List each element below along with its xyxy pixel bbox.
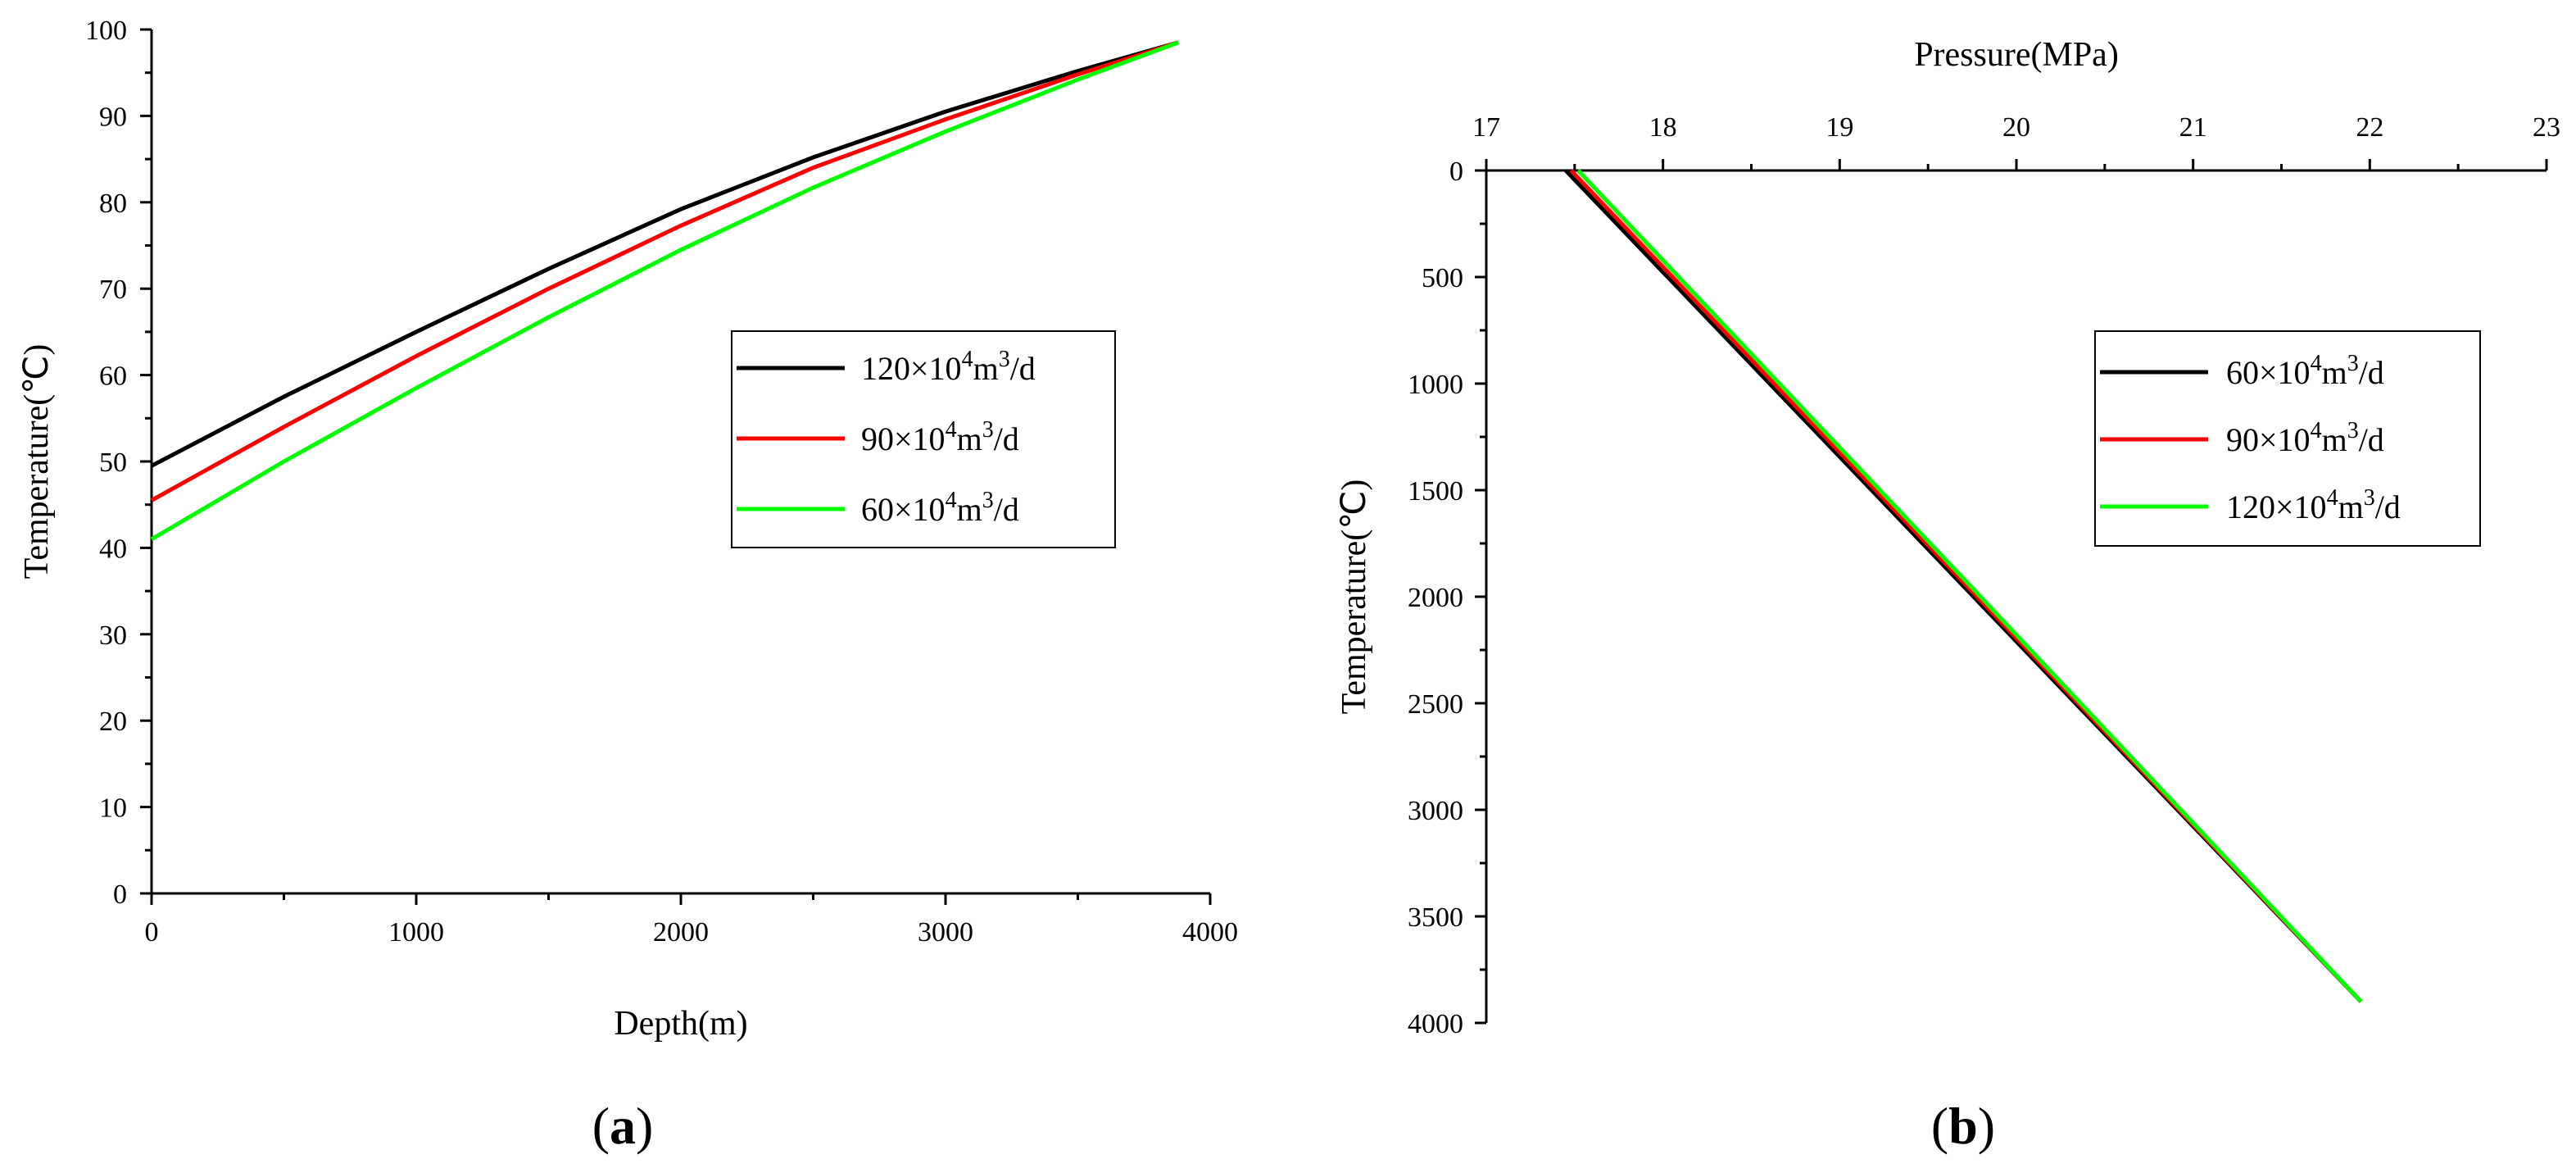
y-tick-label: 70 — [99, 275, 127, 305]
legend-label: 90×104m3/d — [861, 417, 1019, 457]
y-tick-label: 1500 — [1408, 476, 1463, 507]
legend-label: 120×104m3/d — [861, 347, 1036, 387]
y-tick-label: 60 — [99, 361, 127, 392]
y-tick-label: 1000 — [1408, 370, 1463, 400]
x-tick-label: 22 — [2356, 112, 2383, 143]
legend-label: 120×104m3/d — [2226, 485, 2401, 525]
y-tick-label: 0 — [1449, 157, 1463, 187]
y-tick-label: 2500 — [1408, 689, 1463, 720]
chart-a: 0 1000 2000 3000 4000 0 10 20 30 40 50 60 70 80 90 100 D… — [18, 16, 1238, 1043]
chart-b: 17 18 19 20 21 22 23 0 500 1000 1500 2000 2500 3000 35… — [1336, 36, 2560, 1039]
series-line — [150, 40, 1179, 468]
y-tick-label: 3500 — [1408, 902, 1463, 933]
y-tick-label: 80 — [99, 189, 127, 219]
x-tick-label: 23 — [2533, 112, 2560, 143]
y-axis-title: Temperature(℃) — [18, 344, 56, 579]
y-tick-label: 30 — [99, 620, 127, 651]
x-tick-label: 1000 — [388, 917, 444, 948]
x-axis-title: Pressure(MPa) — [1914, 36, 2119, 74]
x-tick-label: 18 — [1649, 112, 1677, 143]
y-tick-label: 20 — [99, 707, 127, 737]
x-tick-label: 21 — [2179, 112, 2207, 143]
y-tick-label: 2000 — [1408, 583, 1463, 613]
y-tick-label: 50 — [99, 448, 127, 478]
series-line — [150, 40, 1179, 502]
y-tick-label: 90 — [99, 102, 127, 132]
y-tick-label: 100 — [85, 16, 127, 46]
x-tick-label: 4000 — [1182, 917, 1238, 948]
legend-label: 60×104m3/d — [2226, 351, 2384, 391]
y-axis-title: Temperature(℃) — [1336, 479, 1373, 715]
legend-label: 90×104m3/d — [2226, 418, 2384, 458]
legend-label: 60×104m3/d — [861, 488, 1019, 528]
x-tick-label: 2000 — [653, 917, 709, 948]
y-tick-label: 3000 — [1408, 796, 1463, 826]
y-tick-label: 40 — [99, 534, 127, 564]
x-axis-title: Depth(m) — [614, 1005, 747, 1043]
x-tick-label: 17 — [1472, 112, 1500, 143]
panel-label-b: (b) — [1931, 1097, 1995, 1155]
panel-label-a: (a) — [592, 1097, 654, 1155]
x-tick-label: 20 — [2002, 112, 2030, 143]
y-tick-label: 4000 — [1408, 1009, 1463, 1039]
x-tick-label: 3000 — [918, 917, 973, 948]
series-line — [1576, 169, 2363, 1003]
y-tick-label: 500 — [1422, 263, 1463, 293]
y-tick-label: 10 — [99, 793, 127, 824]
x-tick-label: 0 — [145, 917, 159, 948]
y-tick-label: 0 — [113, 879, 127, 910]
series-line — [150, 40, 1180, 542]
x-tick-label: 19 — [1825, 112, 1853, 143]
